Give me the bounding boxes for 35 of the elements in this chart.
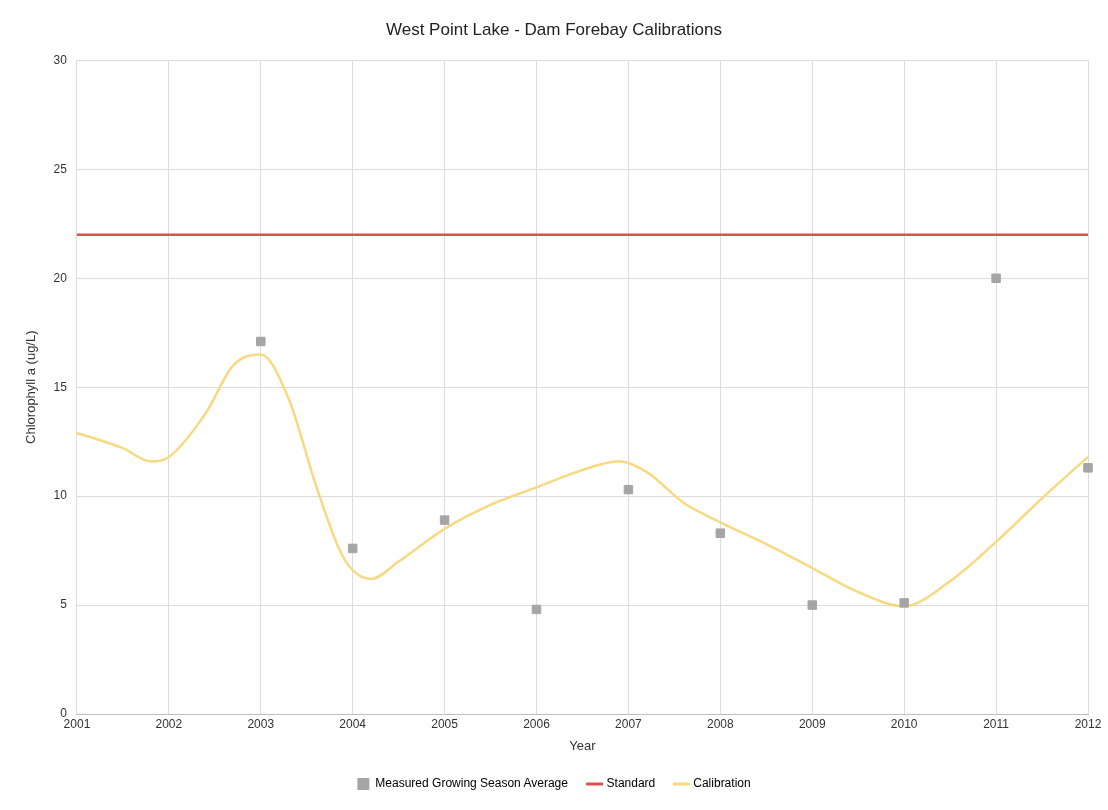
point — [347, 543, 358, 554]
x-tick-label: 2003 — [247, 716, 275, 731]
point — [715, 528, 726, 538]
y-tick-label: 25 — [53, 161, 68, 176]
y-tick-label: 10 — [53, 488, 68, 503]
x-tick-label: 2010 — [890, 716, 918, 731]
y-tick-label: 20 — [53, 270, 68, 285]
y-tick-label: 5 — [60, 597, 68, 612]
point — [991, 273, 1001, 284]
point — [1083, 463, 1093, 473]
point — [899, 598, 909, 608]
x-tick-label: 2008 — [706, 716, 735, 731]
point — [807, 600, 817, 610]
x-tick-label: 2007 — [615, 716, 643, 731]
y-tick-label: 30 — [53, 52, 68, 67]
x-tick-label: 2011 — [983, 716, 1010, 731]
x-tick-label: 2009 — [798, 716, 826, 731]
y-axis-title: Chlorophyll a (ug/L) — [23, 330, 39, 444]
chart-title: West Point Lake - Dam Forebay Calibrations — [385, 19, 723, 39]
legend-label: Measured Growing Season Average — [375, 776, 569, 791]
point — [256, 336, 266, 347]
x-axis-title: Year — [569, 737, 597, 753]
x-tick-label: 2012 — [1074, 716, 1102, 731]
legend-label: Standard — [606, 776, 656, 791]
point — [439, 515, 450, 525]
x-tick-label: 2002 — [155, 716, 183, 731]
y-tick-label: 15 — [53, 379, 68, 394]
legend-label: Calibration — [693, 776, 751, 791]
x-tick-label: 2004 — [339, 716, 367, 731]
x-tick-label: 2005 — [431, 716, 459, 731]
point — [623, 484, 634, 495]
line-series — [75, 353, 1090, 608]
point — [531, 604, 542, 615]
x-tick-label: 2001 — [63, 716, 91, 731]
x-tick-label: 2006 — [523, 716, 551, 731]
